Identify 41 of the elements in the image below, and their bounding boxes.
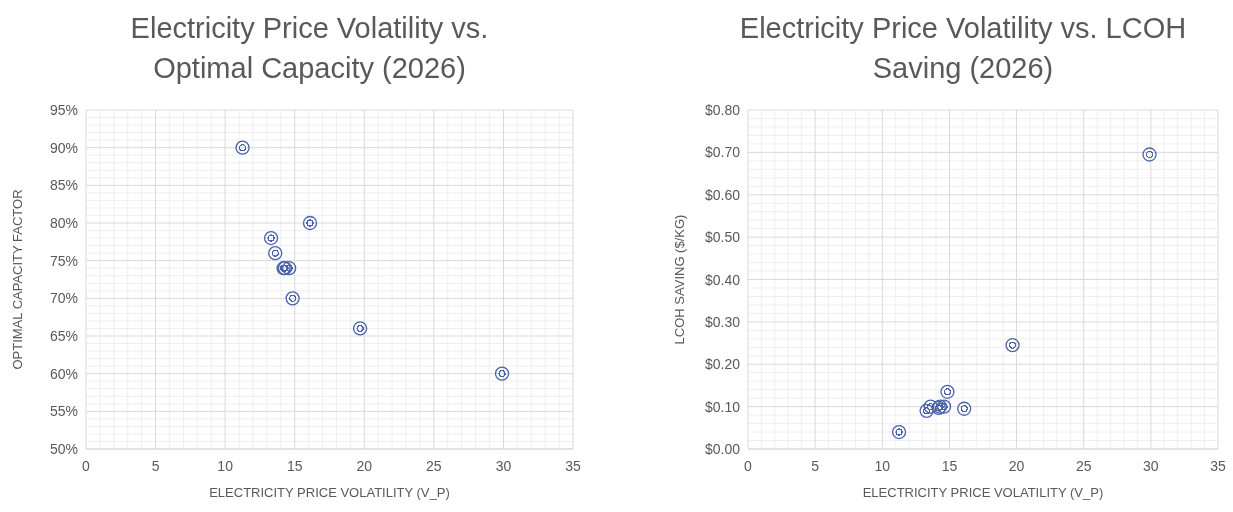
- x-tick-label: 5: [811, 458, 820, 474]
- y-tick-label: $0.20: [704, 356, 741, 373]
- y-tick-label: 60%: [49, 365, 78, 382]
- x-tick-label: 35: [1210, 458, 1226, 474]
- y-axis-title: OPTIMAL CAPACITY FACTOR: [10, 189, 25, 370]
- y-tick-label: $0.60: [704, 186, 741, 203]
- y-tick-label: 75%: [49, 252, 78, 269]
- x-tick-label: 0: [744, 458, 753, 474]
- x-axis-title: ELECTRICITY PRICE VOLATILITY (V_P): [862, 485, 1104, 500]
- y-tick-label: 50%: [49, 441, 78, 457]
- y-tick-label: $0.50: [704, 229, 741, 246]
- y-tick-label: $0.00: [704, 441, 741, 457]
- x-tick-label: 0: [82, 458, 91, 474]
- y-tick-label: 80%: [49, 215, 78, 231]
- y-tick-label: 55%: [49, 403, 78, 420]
- chart-title: Electricity Price Volatility vs. LCOH Saving (2026): [739, 12, 1187, 84]
- y-tick-label: $0.70: [704, 144, 741, 161]
- x-tick-label: 5: [151, 458, 160, 474]
- x-tick-label: 30: [495, 458, 512, 474]
- y-tick-label: 65%: [49, 328, 78, 344]
- y-axis-title: LCOH SAVING ($/KG): [672, 214, 687, 345]
- y-tick-label: 90%: [49, 139, 78, 156]
- y-tick-label: 85%: [49, 177, 78, 194]
- x-tick-label: 15: [941, 458, 958, 474]
- x-tick-label: 20: [1008, 458, 1025, 474]
- x-tick-label: 15: [286, 458, 303, 474]
- y-tick-label: 95%: [49, 102, 78, 118]
- chart-title: Electricity Price Volatility vs. Optimal Capacity (2026): [130, 12, 489, 84]
- x-tick-label: 30: [1143, 458, 1159, 474]
- y-tick-label: $0.30: [704, 313, 741, 330]
- y-tick-label: 70%: [49, 290, 78, 307]
- x-tick-label: 20: [356, 458, 373, 474]
- x-axis-title: ELECTRICITY PRICE VOLATILITY (V_P): [209, 485, 450, 500]
- x-tick-label: 10: [874, 458, 891, 474]
- x-tick-label: 25: [426, 458, 442, 474]
- x-tick-label: 25: [1075, 458, 1092, 474]
- y-tick-label: $0.40: [704, 271, 741, 288]
- x-tick-label: 10: [217, 458, 234, 474]
- x-tick-label: 35: [565, 458, 581, 474]
- y-tick-label: $0.80: [704, 102, 741, 118]
- y-tick-label: $0.10: [704, 398, 741, 415]
